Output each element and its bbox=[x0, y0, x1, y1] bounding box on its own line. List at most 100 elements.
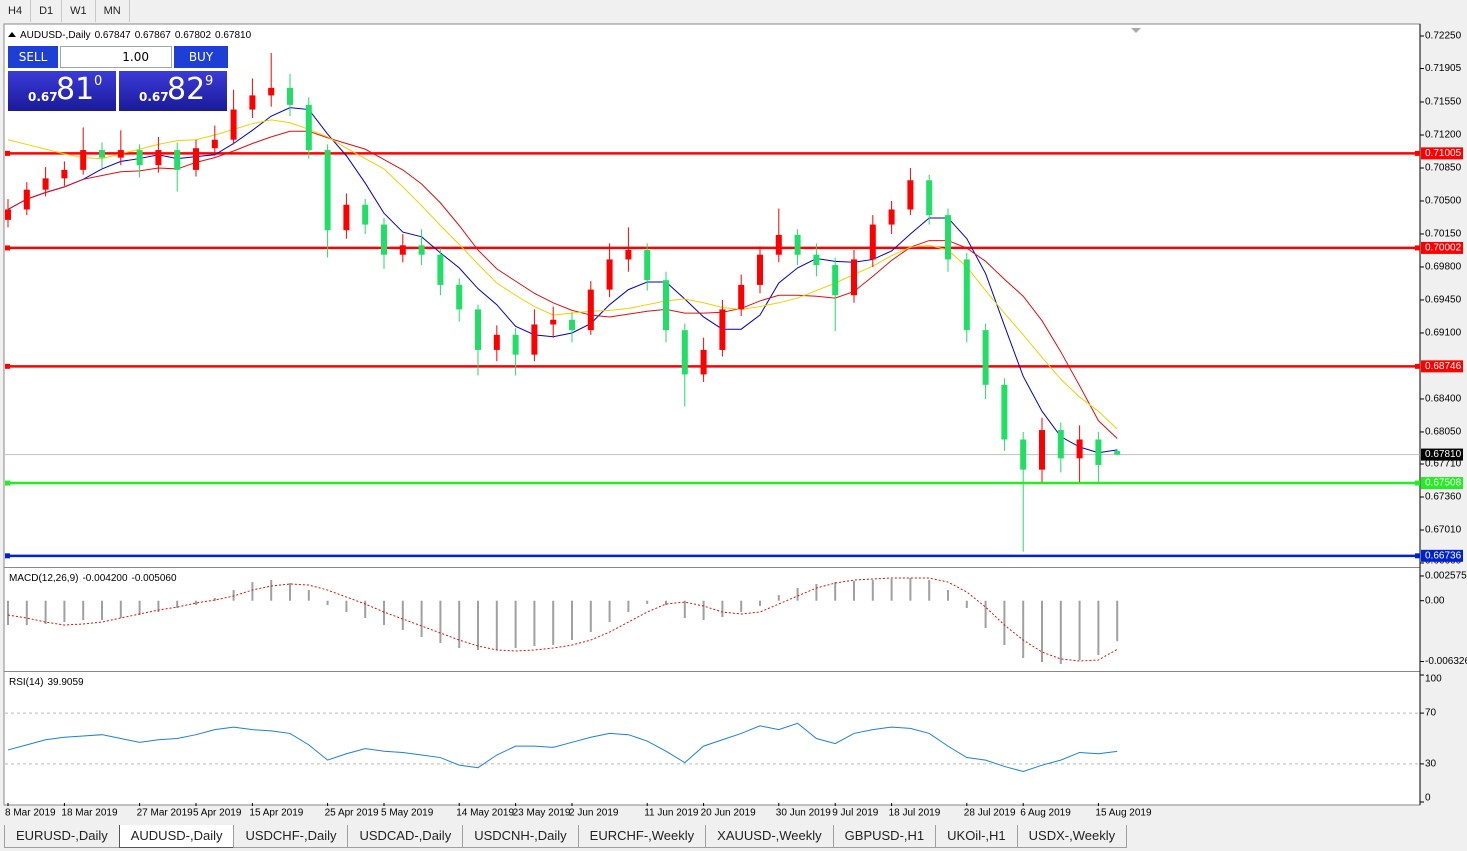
candle-body bbox=[399, 245, 406, 255]
macd-bar bbox=[721, 600, 724, 618]
macd-bar bbox=[289, 583, 291, 601]
chart-tab[interactable]: UKOil-,H1 bbox=[935, 825, 1018, 848]
candle-body bbox=[926, 180, 933, 216]
candle-body bbox=[174, 150, 181, 170]
indicator-readout: -0.004200 bbox=[82, 573, 127, 584]
candle-body bbox=[888, 209, 895, 225]
y-tick-label: 0.002575 bbox=[1425, 571, 1467, 582]
timeframe-button[interactable]: H4 bbox=[0, 0, 32, 22]
chart: 0.72250 0.71905 0.71550 0.71200 0.70850 0.705… bbox=[3, 23, 1467, 819]
sell-button[interactable]: SELL bbox=[8, 46, 58, 68]
chart-tab[interactable]: USDCNH-,Daily bbox=[462, 825, 579, 848]
candle-body bbox=[644, 250, 651, 281]
candle-body bbox=[305, 104, 312, 151]
candle-body bbox=[869, 224, 876, 260]
candle-body bbox=[268, 87, 275, 96]
timeframe-button[interactable]: W1 bbox=[62, 0, 96, 22]
y-tick-label: 100 bbox=[1425, 674, 1442, 685]
chart-tab[interactable]: XAUUSD-,Weekly bbox=[705, 825, 834, 848]
bid-quote[interactable]: 0.67 81 0 bbox=[8, 71, 116, 111]
indicator-readout: 39.9059 bbox=[47, 677, 84, 688]
level-price-box bbox=[1421, 241, 1463, 254]
macd-bar bbox=[965, 600, 968, 609]
level-handle bbox=[1415, 363, 1420, 369]
candle-body bbox=[1001, 384, 1008, 440]
macd-bar bbox=[627, 600, 630, 613]
candle-body bbox=[117, 150, 124, 158]
ask-quote[interactable]: 0.67 82 9 bbox=[119, 71, 227, 111]
timeframe-button[interactable]: MN bbox=[96, 0, 130, 22]
macd-bar bbox=[213, 598, 216, 601]
candle-body bbox=[700, 349, 707, 375]
chart-tab[interactable]: GBPUSD-,H1 bbox=[832, 825, 937, 848]
chart-tab[interactable]: EURUSD-,Daily bbox=[4, 825, 120, 848]
y-tick-label: 0.67010 bbox=[1425, 525, 1462, 536]
chart-tab[interactable]: USDCHF-,Daily bbox=[233, 825, 349, 848]
quote-value: 0.67802 bbox=[175, 30, 212, 41]
x-tick-label: 28 Jul 2019 bbox=[964, 808, 1016, 819]
macd-bar bbox=[853, 581, 855, 601]
level-handle bbox=[5, 150, 10, 156]
macd-bar bbox=[364, 600, 367, 619]
macd-bar bbox=[458, 600, 461, 649]
candle-body bbox=[1020, 439, 1027, 470]
candle-body bbox=[851, 259, 857, 296]
candle-body bbox=[287, 87, 293, 105]
timeframe-button[interactable]: D1 bbox=[31, 0, 63, 22]
level-handle bbox=[5, 553, 10, 559]
x-tick-label: 11 Jun 2019 bbox=[644, 808, 699, 819]
x-tick-label: 27 Mar 2019 bbox=[137, 808, 194, 819]
y-tick-label: 0.68400 bbox=[1425, 394, 1462, 405]
macd-bar bbox=[326, 600, 329, 606]
macd-bar bbox=[477, 600, 479, 651]
level-price-label: 0.68746 bbox=[1425, 361, 1462, 372]
candle-body bbox=[663, 280, 669, 331]
level-handle bbox=[1415, 553, 1420, 559]
x-tick-label: 15 Apr 2019 bbox=[249, 808, 303, 819]
candle-body bbox=[832, 265, 839, 296]
macd-bar bbox=[759, 600, 761, 607]
candle-body bbox=[587, 289, 594, 331]
candle-body bbox=[42, 178, 49, 190]
chart-tab[interactable]: AUDUSD-,Daily bbox=[118, 825, 235, 848]
macd-bar bbox=[890, 578, 893, 601]
candle-body bbox=[1114, 451, 1121, 455]
macd-bar bbox=[909, 578, 912, 601]
timeframe-toolbar: H4 D1 W1 MN bbox=[0, 0, 130, 22]
lot-input[interactable]: 1.00 bbox=[60, 46, 172, 68]
candle-body bbox=[249, 95, 256, 110]
y-tick-label: 0.70850 bbox=[1425, 163, 1462, 174]
x-tick-label: 14 May 2019 bbox=[456, 808, 514, 819]
chart-tab[interactable]: USDX-,Weekly bbox=[1016, 825, 1128, 848]
candle-body bbox=[757, 254, 763, 285]
y-tick-label: 0 bbox=[1425, 793, 1431, 804]
current-price-box bbox=[1421, 448, 1463, 461]
chart-tab[interactable]: EURCHF-,Weekly bbox=[577, 825, 707, 848]
macd-bar bbox=[1003, 600, 1006, 646]
chart-tab[interactable]: USDCAD-,Daily bbox=[347, 825, 464, 848]
candle-body bbox=[719, 309, 726, 350]
candle-body bbox=[1039, 430, 1045, 470]
candle-body bbox=[343, 204, 350, 231]
macd-bar bbox=[495, 600, 498, 651]
buy-button[interactable]: BUY bbox=[174, 46, 228, 68]
x-tick-label: 30 Jun 2019 bbox=[776, 808, 831, 819]
collapse-icon[interactable] bbox=[8, 32, 16, 37]
candle-body bbox=[681, 330, 688, 375]
level-handle bbox=[5, 363, 10, 369]
x-tick-label: 9 Jul 2019 bbox=[832, 808, 879, 819]
bid-prefix: 0.67 bbox=[28, 90, 58, 104]
y-tick-label: 30 bbox=[1425, 759, 1437, 770]
y-tick-label: 0.72250 bbox=[1425, 31, 1462, 42]
bid-big: 81 bbox=[56, 72, 95, 107]
x-tick-label: 18 Mar 2019 bbox=[61, 808, 118, 819]
macd-bar bbox=[608, 600, 611, 623]
candle-body bbox=[1076, 439, 1083, 459]
rsi-line bbox=[7, 722, 1118, 773]
y-tick-label: 0.71550 bbox=[1425, 97, 1462, 108]
candle-body bbox=[324, 150, 331, 231]
macd-bar bbox=[571, 600, 573, 641]
candle-body bbox=[23, 189, 30, 210]
y-tick-label: 0.69450 bbox=[1425, 295, 1462, 306]
candle-body bbox=[193, 148, 199, 170]
